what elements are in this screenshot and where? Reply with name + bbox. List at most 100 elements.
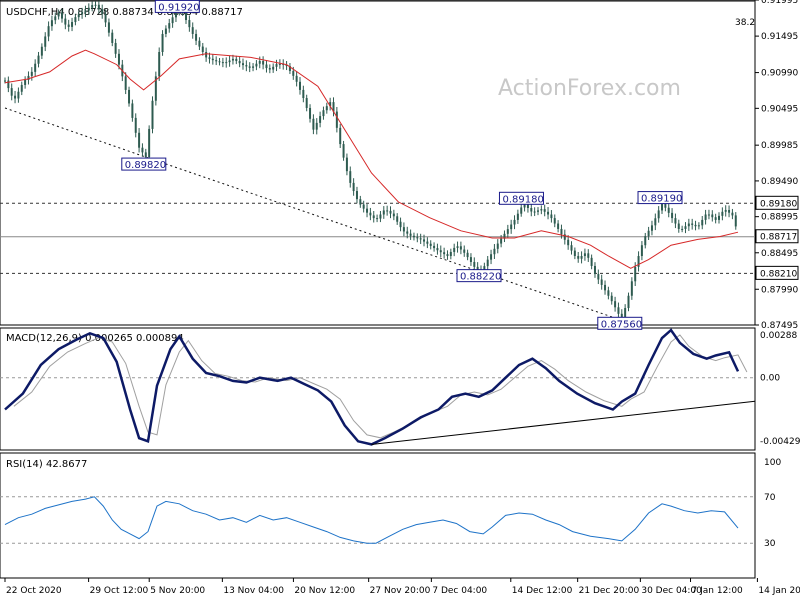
candle-body (376, 218, 379, 220)
candle-body (402, 227, 405, 232)
candle-body (406, 231, 409, 234)
candle-body (128, 89, 131, 104)
x-tick-label: 21 Dec 20:00 (579, 586, 640, 596)
candle-body (362, 204, 365, 209)
candle-body (335, 111, 338, 128)
candle-body (174, 11, 177, 18)
candle-body (426, 241, 429, 244)
axis-price-box-label: 0.88717 (760, 233, 797, 243)
candle-body (580, 256, 583, 259)
candle-body (496, 243, 499, 249)
rsi-line (4, 496, 739, 544)
candle-body (516, 213, 519, 220)
y-tick-label: 0.91995 (761, 0, 798, 6)
candle-body (513, 219, 516, 225)
candle-body (329, 102, 332, 107)
candle-body (17, 91, 20, 99)
candle-body (674, 218, 677, 224)
candle-body (54, 16, 57, 21)
price-panel-frame (0, 0, 756, 326)
candle-body (520, 207, 523, 214)
candle-body (526, 204, 529, 208)
candle-body (164, 28, 167, 34)
y-tick-label: 0.90495 (761, 104, 798, 114)
candle-body (369, 212, 372, 216)
candle-body (285, 65, 288, 67)
candle-body (721, 211, 724, 216)
candle-body (459, 246, 462, 250)
candle-body (409, 233, 412, 236)
level-callout: 0.91920 (154, 0, 200, 13)
candle-body (24, 79, 27, 85)
candle-body (647, 230, 650, 237)
candle-body (20, 84, 23, 92)
candle-body (614, 301, 617, 308)
candle-body (298, 81, 301, 90)
macd-panel-frame (0, 327, 756, 451)
candle-body (50, 20, 53, 27)
candle-body (185, 12, 188, 21)
candle-body (151, 100, 154, 129)
candle-body (104, 13, 107, 23)
rsi-tick-label: 100 (764, 458, 781, 468)
candle-body (235, 58, 238, 62)
candle-body (218, 61, 221, 63)
candle-body (278, 63, 281, 65)
candle-body (573, 250, 576, 257)
candle-body (553, 218, 556, 224)
macd-header: MACD(12,26,9) 0.000265 0.000894 (6, 333, 184, 344)
rsi-tick-label: 70 (764, 493, 776, 503)
axis-price-box (755, 265, 799, 280)
candle-body (624, 308, 627, 321)
y-tick-label: 0.91495 (761, 32, 798, 42)
candle-body (158, 52, 161, 77)
y-tick-label: 0.90990 (761, 69, 798, 79)
candle-body (315, 122, 318, 130)
candle-body (349, 171, 352, 183)
candle-body (215, 60, 218, 62)
candle-body (325, 106, 328, 111)
candle-body (14, 95, 17, 99)
candle-body (342, 144, 345, 158)
x-tick-label: 30 Dec 04:00 (641, 586, 702, 596)
candle-body (359, 199, 362, 205)
axis-price-box (755, 229, 799, 244)
x-tick-label: 7 Jan 12:00 (692, 586, 744, 596)
candle-body (107, 22, 110, 33)
rsi-header: RSI(14) 42.8677 (6, 459, 87, 470)
candle-body (302, 89, 305, 99)
candle-body (490, 254, 493, 260)
candle-body (607, 290, 610, 296)
candle-body (148, 128, 151, 158)
level-callout: 0.88220 (456, 269, 502, 283)
candle-body (379, 214, 382, 219)
candle-body (40, 46, 43, 56)
candle-body (650, 225, 653, 231)
candle-body (667, 207, 670, 213)
candle-body (617, 307, 620, 314)
candle-body (171, 17, 174, 24)
candle-body (339, 127, 342, 145)
candle-body (309, 107, 312, 119)
rsi-panel: RSI(14) 42.8677 (0, 452, 756, 579)
level-callout-box (597, 316, 643, 330)
candle-body (74, 17, 77, 23)
candle-body (131, 103, 134, 118)
axis-price-box-label: 0.88210 (760, 269, 797, 279)
level-callout-box (121, 157, 167, 171)
candle-body (4, 80, 6, 82)
candle-body (701, 219, 704, 226)
candle-body (245, 65, 248, 67)
level-callout-box (498, 191, 544, 205)
level-callout: 0.89180 (498, 191, 544, 205)
candle-body (248, 66, 251, 68)
chart-header: USDCHF,H4 0.88728 0.88734 0.88684 0.8871… (6, 7, 243, 18)
y-tick-label: 0.89985 (761, 141, 798, 151)
candle-body (67, 24, 70, 27)
candle-body (577, 256, 580, 259)
candle-body (718, 215, 721, 220)
level-callout: 0.89190 (637, 191, 683, 205)
candle-body (423, 239, 426, 242)
